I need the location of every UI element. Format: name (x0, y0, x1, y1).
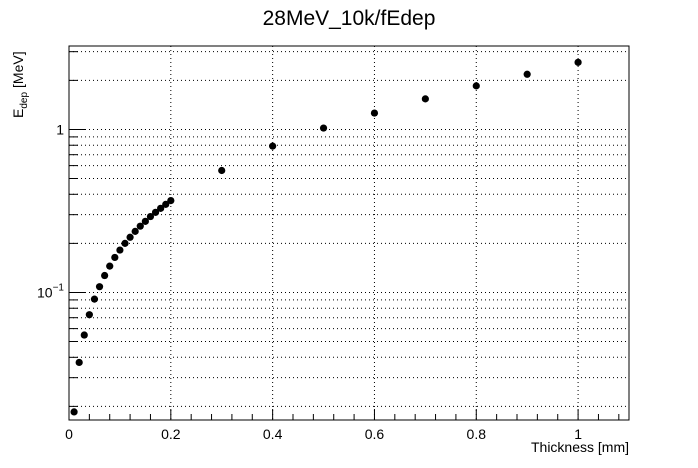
chart-title: 28MeV_10k/fEdep (263, 7, 436, 30)
y-axis-label-unit: [MeV] (10, 51, 26, 88)
data-point (269, 142, 277, 150)
y-tick-label-exponent: −1 (53, 282, 65, 293)
data-point (319, 124, 328, 132)
x-tick-label: 0.8 (467, 426, 487, 442)
data-point (75, 358, 83, 367)
data-point (370, 109, 379, 117)
x-tick-label: 0.6 (365, 426, 385, 442)
data-point (70, 408, 78, 416)
data-point (116, 246, 124, 254)
data-point (85, 311, 93, 319)
data-point (218, 166, 226, 175)
x-tick-label: 0.4 (263, 426, 283, 442)
data-point (121, 239, 129, 247)
y-axis-label: Edep [MeV] (10, 51, 30, 118)
grid (69, 46, 629, 420)
y-tick-labels: 10−1 1 (37, 121, 64, 300)
y-tick-label-base: 1 (56, 121, 64, 137)
data-point (472, 82, 480, 90)
x-tick-label: 1 (574, 426, 582, 442)
x-tick-label: 0.2 (161, 426, 181, 442)
y-tick-label: 10−1 (37, 282, 64, 300)
data-point (574, 58, 582, 66)
y-tick-label: 1 (56, 121, 64, 137)
axis-ticks (68, 51, 620, 420)
data-point (126, 233, 134, 241)
plot-frame (68, 45, 630, 421)
y-tick-label-base: 10 (37, 284, 53, 300)
data-point (80, 331, 88, 339)
data-point (523, 70, 531, 78)
x-tick-label: 0 (65, 426, 73, 442)
data-point (90, 295, 99, 303)
data-point (95, 283, 104, 291)
data-point (131, 227, 139, 235)
data-point (141, 217, 149, 225)
data-points (70, 58, 582, 416)
data-point (162, 200, 170, 208)
x-tick-labels: 0 0.2 0.4 0.6 0.8 1 (65, 426, 582, 442)
data-point (151, 208, 160, 216)
y-axis-label-sub: dep (19, 92, 30, 109)
data-point (146, 212, 155, 221)
data-point (167, 196, 175, 205)
data-point (157, 204, 165, 212)
data-point (421, 95, 429, 103)
data-point (111, 253, 119, 262)
data-point (106, 262, 114, 270)
data-point (136, 222, 144, 230)
x-axis-label: Thickness [mm] (531, 439, 629, 455)
y-axis-label-main: E (10, 109, 26, 118)
data-point (101, 271, 109, 280)
